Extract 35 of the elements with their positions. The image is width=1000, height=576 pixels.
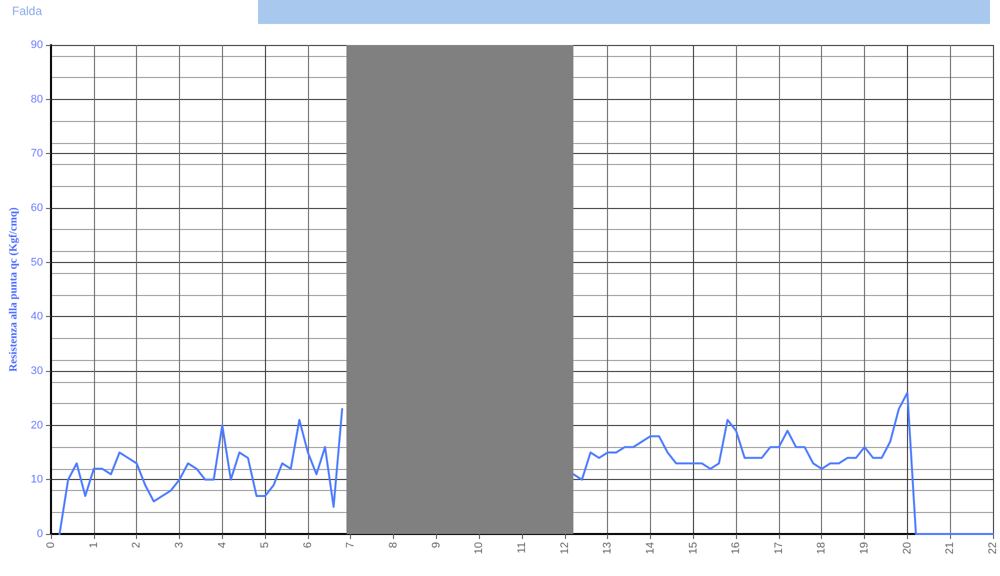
x-tick-label: 10: [473, 542, 486, 554]
x-tick-label: 11: [516, 542, 528, 554]
x-tick-label: 5: [259, 542, 272, 548]
x-tick-label: 17: [772, 542, 785, 554]
x-tick-label: 21: [944, 542, 956, 554]
x-tick-label: 4: [216, 542, 228, 548]
y-tick-label: 20: [30, 419, 43, 432]
x-tick-label: 8: [388, 542, 400, 548]
x-tick-label: 9: [430, 542, 442, 548]
x-tick-label: 3: [173, 542, 186, 548]
y-axis-title: Resistenza alla punta qc (Kgf/cmq): [8, 206, 20, 372]
x-tick-label: 14: [644, 542, 656, 554]
y-tick-label: 30: [30, 365, 43, 377]
x-tick-label: 6: [302, 542, 314, 548]
y-tick-label: 90: [30, 39, 43, 51]
text: Falda: [12, 4, 42, 18]
x-tick-label: 7: [344, 542, 357, 548]
y-tick-label: 40: [30, 310, 43, 323]
x-tick-label: 13: [602, 542, 614, 554]
x-tick-label: 16: [730, 542, 742, 554]
x-tick-label: 19: [858, 542, 871, 554]
x-tick-label: 2: [130, 542, 143, 548]
x-tick-label: 1: [88, 542, 100, 548]
y-tick-label: 60: [30, 202, 43, 214]
x-tick-label: 20: [901, 542, 914, 554]
x-tick-label: 15: [687, 542, 700, 554]
y-tick-label: 10: [30, 474, 43, 486]
x-tick-label: 0: [45, 542, 57, 548]
x-tick-label: 12: [558, 542, 571, 554]
x-tick-label: 22: [987, 542, 999, 554]
x-tick-label: 18: [816, 542, 828, 554]
y-tick-label: 70: [30, 148, 43, 160]
y-tick-label: 50: [30, 256, 43, 268]
y-tick-label: 0: [36, 528, 43, 540]
y-tick-label: 80: [30, 93, 43, 106]
